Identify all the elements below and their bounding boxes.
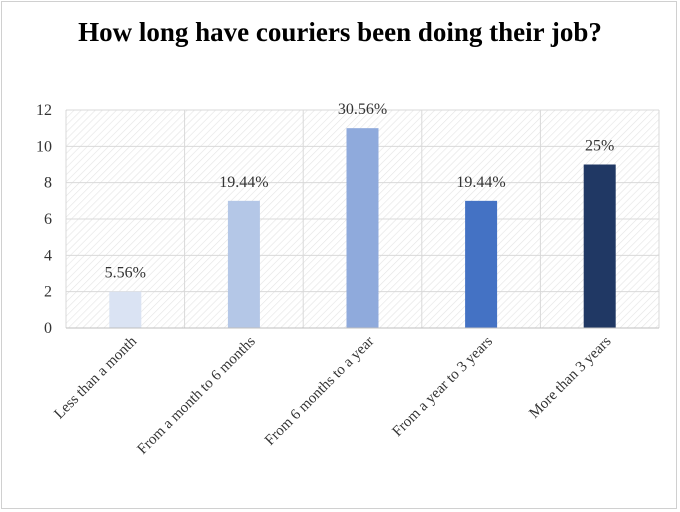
- y-tick-label: 4: [44, 247, 52, 264]
- bar: [583, 164, 616, 328]
- y-tick-label: 0: [44, 320, 52, 337]
- category-label: From a month to 6 months: [135, 333, 259, 457]
- data-label: 30.56%: [338, 101, 387, 118]
- category-label: More than 3 years: [526, 333, 614, 421]
- category-label: From a year to 3 years: [389, 333, 496, 440]
- y-tick-label: 6: [44, 211, 52, 228]
- y-tick-label: 2: [44, 284, 52, 301]
- bar: [109, 291, 142, 328]
- y-tick-label: 10: [36, 138, 52, 155]
- bar: [227, 200, 260, 328]
- category-label: From 6 months to a year: [262, 334, 377, 449]
- data-label: 19.44%: [456, 174, 505, 191]
- chart-title: How long have couriers been doing their …: [78, 17, 602, 47]
- data-label: 25%: [585, 138, 614, 155]
- data-label: 5.56%: [105, 265, 146, 282]
- bar: [346, 128, 379, 328]
- y-tick-label: 12: [36, 102, 52, 119]
- y-tick-label: 8: [44, 175, 52, 192]
- data-label: 19.44%: [219, 174, 268, 191]
- category-label: Less than a month: [51, 333, 140, 422]
- bar: [465, 200, 498, 328]
